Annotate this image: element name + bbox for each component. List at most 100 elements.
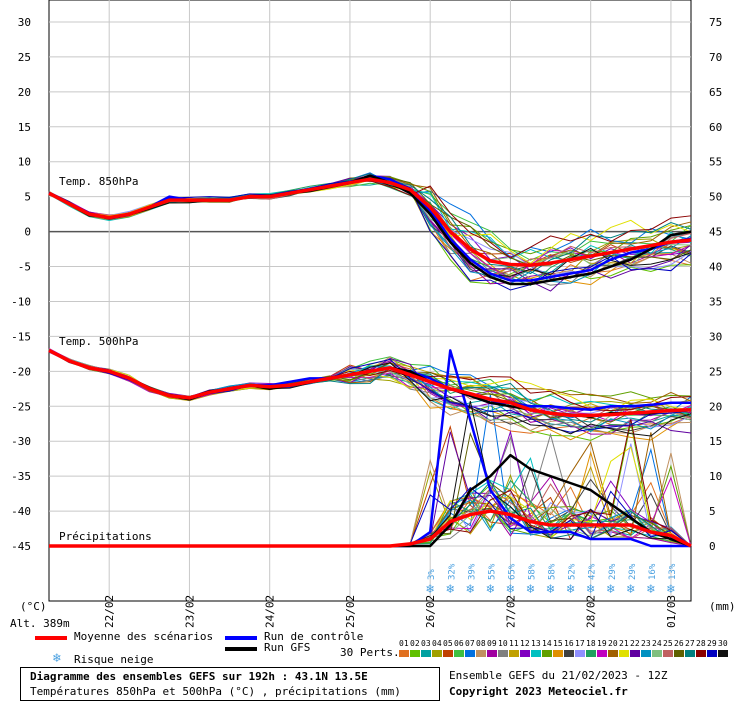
snowflake-icon: ❄ xyxy=(465,582,474,597)
y-left-tick-label: -5 xyxy=(18,261,31,274)
grid xyxy=(49,0,691,601)
snowflake-icon: ❄ xyxy=(626,582,635,597)
snowflake-icon: ❄ xyxy=(53,651,61,666)
perturbation-number: 30 xyxy=(718,639,728,648)
perturbation-number: 29 xyxy=(707,639,717,648)
unit-right: (mm) xyxy=(709,600,736,613)
y-left-tick-label: -40 xyxy=(11,505,31,518)
snowflake-icon: ❄ xyxy=(566,582,575,597)
y-left-tick-label: -35 xyxy=(11,470,31,483)
snowflake-icon: ❄ xyxy=(526,582,535,597)
plot-area xyxy=(48,0,692,602)
perturbation-number: 19 xyxy=(597,639,607,648)
perturbation-number: 17 xyxy=(575,639,585,648)
perturbation-number: 01 xyxy=(399,639,409,648)
perturbation-swatch xyxy=(520,650,530,657)
main-series xyxy=(48,174,692,548)
y-right-tick-label: 40 xyxy=(709,261,722,274)
perturbation-number: 23 xyxy=(641,639,651,648)
snowflake-icon: ❄ xyxy=(425,582,434,597)
perts-label: 30 Perts. xyxy=(340,646,400,659)
perturbation-number: 08 xyxy=(476,639,486,648)
perturbation-number: 21 xyxy=(619,639,629,648)
y-right-tick-label: 60 xyxy=(709,121,722,134)
perturbation-swatch xyxy=(597,650,607,657)
y-right-tick-label: 5 xyxy=(709,505,716,518)
perturbation-swatch xyxy=(718,650,728,657)
snowflake-icon: ❄ xyxy=(586,582,595,597)
perturbation-swatch xyxy=(608,650,618,657)
snowflake-icon: ❄ xyxy=(506,582,515,597)
snow-risk-pct: 13% xyxy=(668,563,678,580)
perturbation-swatch xyxy=(443,650,453,657)
perturbation-swatch xyxy=(542,650,552,657)
perturbation-number: 04 xyxy=(432,639,442,648)
footer-box: Diagramme des ensembles GEFS sur 192h : … xyxy=(20,667,440,701)
y-left-tick-label: 15 xyxy=(18,121,31,134)
perturbation-swatch xyxy=(630,650,640,657)
perturbation-number: 11 xyxy=(509,639,519,648)
y-right-tick-label: 10 xyxy=(709,470,722,483)
x-tick-label: 28/02 xyxy=(585,595,598,628)
perturbation-number: 28 xyxy=(696,639,706,648)
y-right-tick-label: 75 xyxy=(709,16,722,29)
run-info: Ensemble GEFS du 21/02/2023 - 12Z xyxy=(449,669,668,682)
x-tick-label: 22/02 xyxy=(103,595,116,628)
perturbation-swatch xyxy=(410,650,420,657)
perturbation-swatch xyxy=(432,650,442,657)
snow-risk-pct: 32% xyxy=(447,563,457,580)
snow-risk-pct: 16% xyxy=(648,563,658,580)
perturbation-swatch xyxy=(663,650,673,657)
perturbation-swatch xyxy=(553,650,563,657)
snow-risk-row: ❄ 3% ❄ 32% ❄ 39% ❄ 55% ❄ 65% ❄ 58% ❄ 58% ❄ 52% ❄ 42% ❄ 29% ❄… xyxy=(425,563,678,597)
perturbation-number: 12 xyxy=(520,639,530,648)
snow-risk-pct: 29% xyxy=(628,563,638,580)
y-right-tick-label: 15 xyxy=(709,435,722,448)
y-right-tick-label: 50 xyxy=(709,191,722,204)
snow-risk-pct: 29% xyxy=(608,563,618,580)
x-tick-label: 26/02 xyxy=(424,595,437,628)
perturbation-number: 18 xyxy=(586,639,596,648)
y-left-tick-label: -45 xyxy=(11,540,31,553)
perturbation-swatch xyxy=(674,650,684,657)
perturbation-swatch xyxy=(454,650,464,657)
y-left-tick-label: 10 xyxy=(18,156,31,169)
perturbation-number: 20 xyxy=(608,639,618,648)
snowflake-icon: ❄ xyxy=(485,582,494,597)
perturbation-swatch xyxy=(476,650,486,657)
snow-risk-pct: 65% xyxy=(507,563,517,580)
snowflake-icon: ❄ xyxy=(546,582,555,597)
perturbation-number: 15 xyxy=(553,639,563,648)
y-left-tick-label: 5 xyxy=(24,191,31,204)
perturbation-number: 24 xyxy=(652,639,662,648)
perturbation-swatch xyxy=(696,650,706,657)
footer-subtitle: Températures 850hPa et 500hPa (°C) , pré… xyxy=(30,685,401,698)
perturbation-number: 16 xyxy=(564,639,574,648)
x-tick-label: 25/02 xyxy=(344,595,357,628)
y-left-tick-label: -30 xyxy=(11,435,31,448)
legend-control-line xyxy=(225,636,257,640)
snow-risk-pct: 52% xyxy=(568,563,578,580)
label-temp850: Temp. 850hPa xyxy=(59,175,139,188)
snowflake-icon: ❄ xyxy=(646,582,655,597)
perturbation-swatch xyxy=(465,650,475,657)
series-t500-mean xyxy=(48,348,692,418)
y-right-tick-label: 30 xyxy=(709,330,722,343)
perturbation-swatch xyxy=(487,650,497,657)
snow-risk-pct: 58% xyxy=(548,563,558,580)
y-right-tick-label: 35 xyxy=(709,295,722,308)
y-right-tick-label: 70 xyxy=(709,51,722,64)
y-left-tick-label: -10 xyxy=(11,295,31,308)
perturbation-number: 26 xyxy=(674,639,684,648)
y-right-tick-label: 55 xyxy=(709,156,722,169)
unit-left: (°C) xyxy=(20,600,47,613)
series-t850-mean xyxy=(48,177,692,267)
perturbation-number: 02 xyxy=(410,639,420,648)
snow-risk-pct: 58% xyxy=(528,563,538,580)
y-left-tick-label: 30 xyxy=(18,16,31,29)
perturbation-swatch xyxy=(421,650,431,657)
x-tick-label: 27/02 xyxy=(504,595,517,628)
perturbation-number: 27 xyxy=(685,639,695,648)
axis-ticks: 302520151050-5-10-15-20-25-30-35-40-4575… xyxy=(11,16,722,628)
y-right-tick-label: 20 xyxy=(709,400,722,413)
